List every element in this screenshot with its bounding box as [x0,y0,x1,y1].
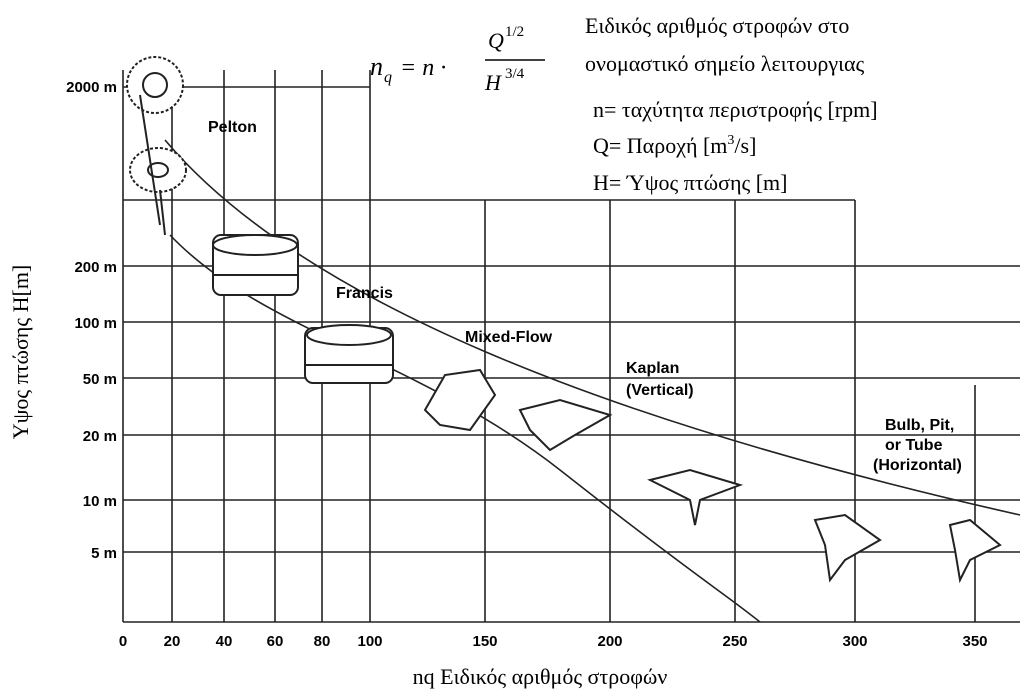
x-tick-label: 0 [119,633,127,650]
y-tick-label: 10 m [83,493,117,510]
formula-lhs: n [370,52,383,81]
y-tick-label: 2000 m [66,79,117,96]
formula-eq: = n · [400,55,446,81]
region-label: or Tube [885,437,943,454]
region-label: Bulb, Pit, [885,417,954,434]
x-tick-label: 100 [357,633,382,650]
grid [123,70,1020,622]
formula-num-exp: 1/2 [505,24,524,40]
x-tick-label: 300 [842,633,867,650]
note: Ειδικός αριθμός στροφών στο [585,13,849,38]
note: ονομαστικό σημείο λειτουργιας [585,51,865,76]
y-tick-label: 20 m [83,428,117,445]
region-label: Kaplan [626,360,679,377]
formula-den-exp: 3/4 [505,66,525,82]
region-label: (Vertical) [626,382,694,399]
note: H= Ύψος πτώσης [m] [593,170,788,195]
x-tick-label: 350 [962,633,987,650]
y-tick-label: 5 m [91,545,117,562]
chart: n q = n · Q 1/2 H 3/4 Ειδικός αριθμός στ… [0,0,1020,695]
y-tick-label: 100 m [74,315,117,332]
y-tick-label: 50 m [83,371,117,388]
y-tick-label: 200 m [74,259,117,276]
x-axis-label: nq Ειδικός αριθμός στροφών [413,664,668,689]
formula-sub: q [384,69,392,86]
region-label: Francis [336,285,393,302]
x-tick-label: 150 [472,633,497,650]
region-label: Mixed-Flow [465,329,553,346]
region-label: Pelton [208,119,257,136]
x-tick-label: 40 [216,633,233,650]
note: n= ταχύτητα περιστροφής [rpm] [593,97,878,122]
formula-den: H [484,70,502,95]
x-tick-label: 200 [597,633,622,650]
x-tick-label: 20 [164,633,181,650]
note: Q= Παροχή [m3/s] [593,133,756,158]
y-axis-label: Υψος πτώσης H[m] [8,265,33,440]
turbine-icons [127,57,1000,580]
x-tick-label: 80 [314,633,331,650]
x-tick-label: 250 [722,633,747,650]
formula-num: Q [488,28,504,53]
x-tick-label: 60 [267,633,284,650]
region-label: (Horizontal) [873,457,962,474]
